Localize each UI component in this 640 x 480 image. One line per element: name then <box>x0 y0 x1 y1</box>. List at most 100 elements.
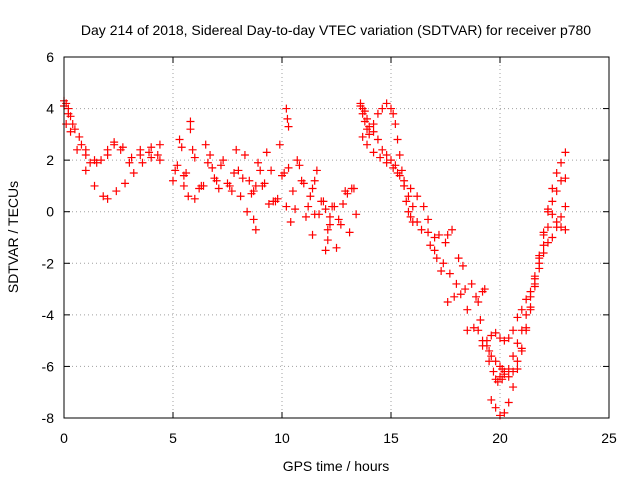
data-point <box>400 176 409 185</box>
data-point <box>310 210 319 219</box>
data-point <box>404 192 413 201</box>
data-point <box>402 197 411 206</box>
y-tick-label: 4 <box>46 101 54 117</box>
plot-frame <box>63 56 610 419</box>
data-point <box>543 238 552 247</box>
data-point <box>301 212 310 221</box>
data-point <box>557 223 566 232</box>
data-point <box>419 202 428 211</box>
data-point <box>286 218 295 227</box>
data-point <box>336 220 345 229</box>
data-point <box>323 225 332 234</box>
data-point <box>295 161 304 170</box>
data-point <box>349 184 358 193</box>
data-point <box>323 236 332 245</box>
data-point <box>437 267 446 276</box>
data-point <box>424 228 433 237</box>
data-point <box>389 109 398 118</box>
data-point <box>489 367 498 376</box>
data-point <box>206 150 215 159</box>
data-point <box>478 341 487 350</box>
chart-title: Day 214 of 2018, Sidereal Day-to-day VTE… <box>81 22 591 38</box>
data-point <box>291 205 300 214</box>
y-tick-label: -8 <box>42 410 55 426</box>
data-point <box>339 199 348 208</box>
y-tick-label: 0 <box>46 204 54 220</box>
data-point <box>112 187 121 196</box>
data-point <box>330 202 339 211</box>
data-point <box>182 169 191 178</box>
data-point <box>445 269 454 278</box>
data-point <box>297 176 306 185</box>
x-tick-label: 25 <box>601 430 617 446</box>
data-point <box>469 323 478 332</box>
data-point <box>360 117 369 126</box>
data-point <box>210 174 219 183</box>
data-point <box>118 143 127 152</box>
data-point <box>325 220 334 229</box>
data-point <box>308 230 317 239</box>
data-point <box>282 104 291 113</box>
y-tick-label: 6 <box>46 49 54 65</box>
data-point <box>530 272 539 281</box>
data-point <box>90 181 99 190</box>
data-point <box>373 135 382 144</box>
data-point <box>195 184 204 193</box>
data-point <box>557 176 566 185</box>
data-point <box>498 375 507 384</box>
data-point <box>376 153 385 162</box>
data-point <box>478 287 487 296</box>
data-point <box>387 156 395 165</box>
data-point <box>319 197 328 206</box>
data-point <box>64 109 73 118</box>
x-tick-label: 10 <box>274 430 290 446</box>
data-point <box>393 135 402 144</box>
data-point <box>378 145 387 154</box>
data-point <box>251 225 260 234</box>
data-point <box>474 297 483 306</box>
data-point <box>472 292 481 301</box>
data-point <box>509 352 518 361</box>
data-point <box>186 125 195 134</box>
data-point <box>203 158 212 167</box>
data-point <box>530 279 539 288</box>
data-point <box>153 150 162 159</box>
data-point <box>234 166 243 175</box>
data-point <box>230 169 239 178</box>
data-point <box>476 316 485 325</box>
data-point <box>306 192 315 201</box>
data-point <box>70 125 79 134</box>
data-point <box>522 295 531 304</box>
data-point <box>121 179 130 188</box>
data-point <box>513 313 522 322</box>
data-point <box>325 212 334 221</box>
data-point <box>288 187 297 196</box>
data-point <box>526 292 535 301</box>
data-point <box>539 248 548 257</box>
data-point <box>504 365 513 374</box>
data-point <box>81 145 90 154</box>
data-point <box>232 145 241 154</box>
x-tick-label: 5 <box>169 430 177 446</box>
data-point <box>504 398 513 407</box>
data-point <box>408 202 417 211</box>
grid-lines <box>64 57 609 418</box>
data-point <box>184 192 193 201</box>
data-point <box>293 156 302 165</box>
data-point <box>321 246 330 255</box>
data-point <box>509 383 518 392</box>
data-point <box>434 230 443 239</box>
data-point <box>513 365 522 374</box>
data-point <box>365 130 374 139</box>
data-point <box>485 346 494 355</box>
data-point <box>190 194 199 203</box>
data-point <box>216 161 225 170</box>
data-point <box>201 140 210 149</box>
data-point <box>284 163 293 172</box>
data-point <box>284 122 293 131</box>
data-point <box>145 148 154 157</box>
data-point <box>245 176 254 185</box>
data-point <box>389 163 398 172</box>
data-point <box>487 352 496 361</box>
